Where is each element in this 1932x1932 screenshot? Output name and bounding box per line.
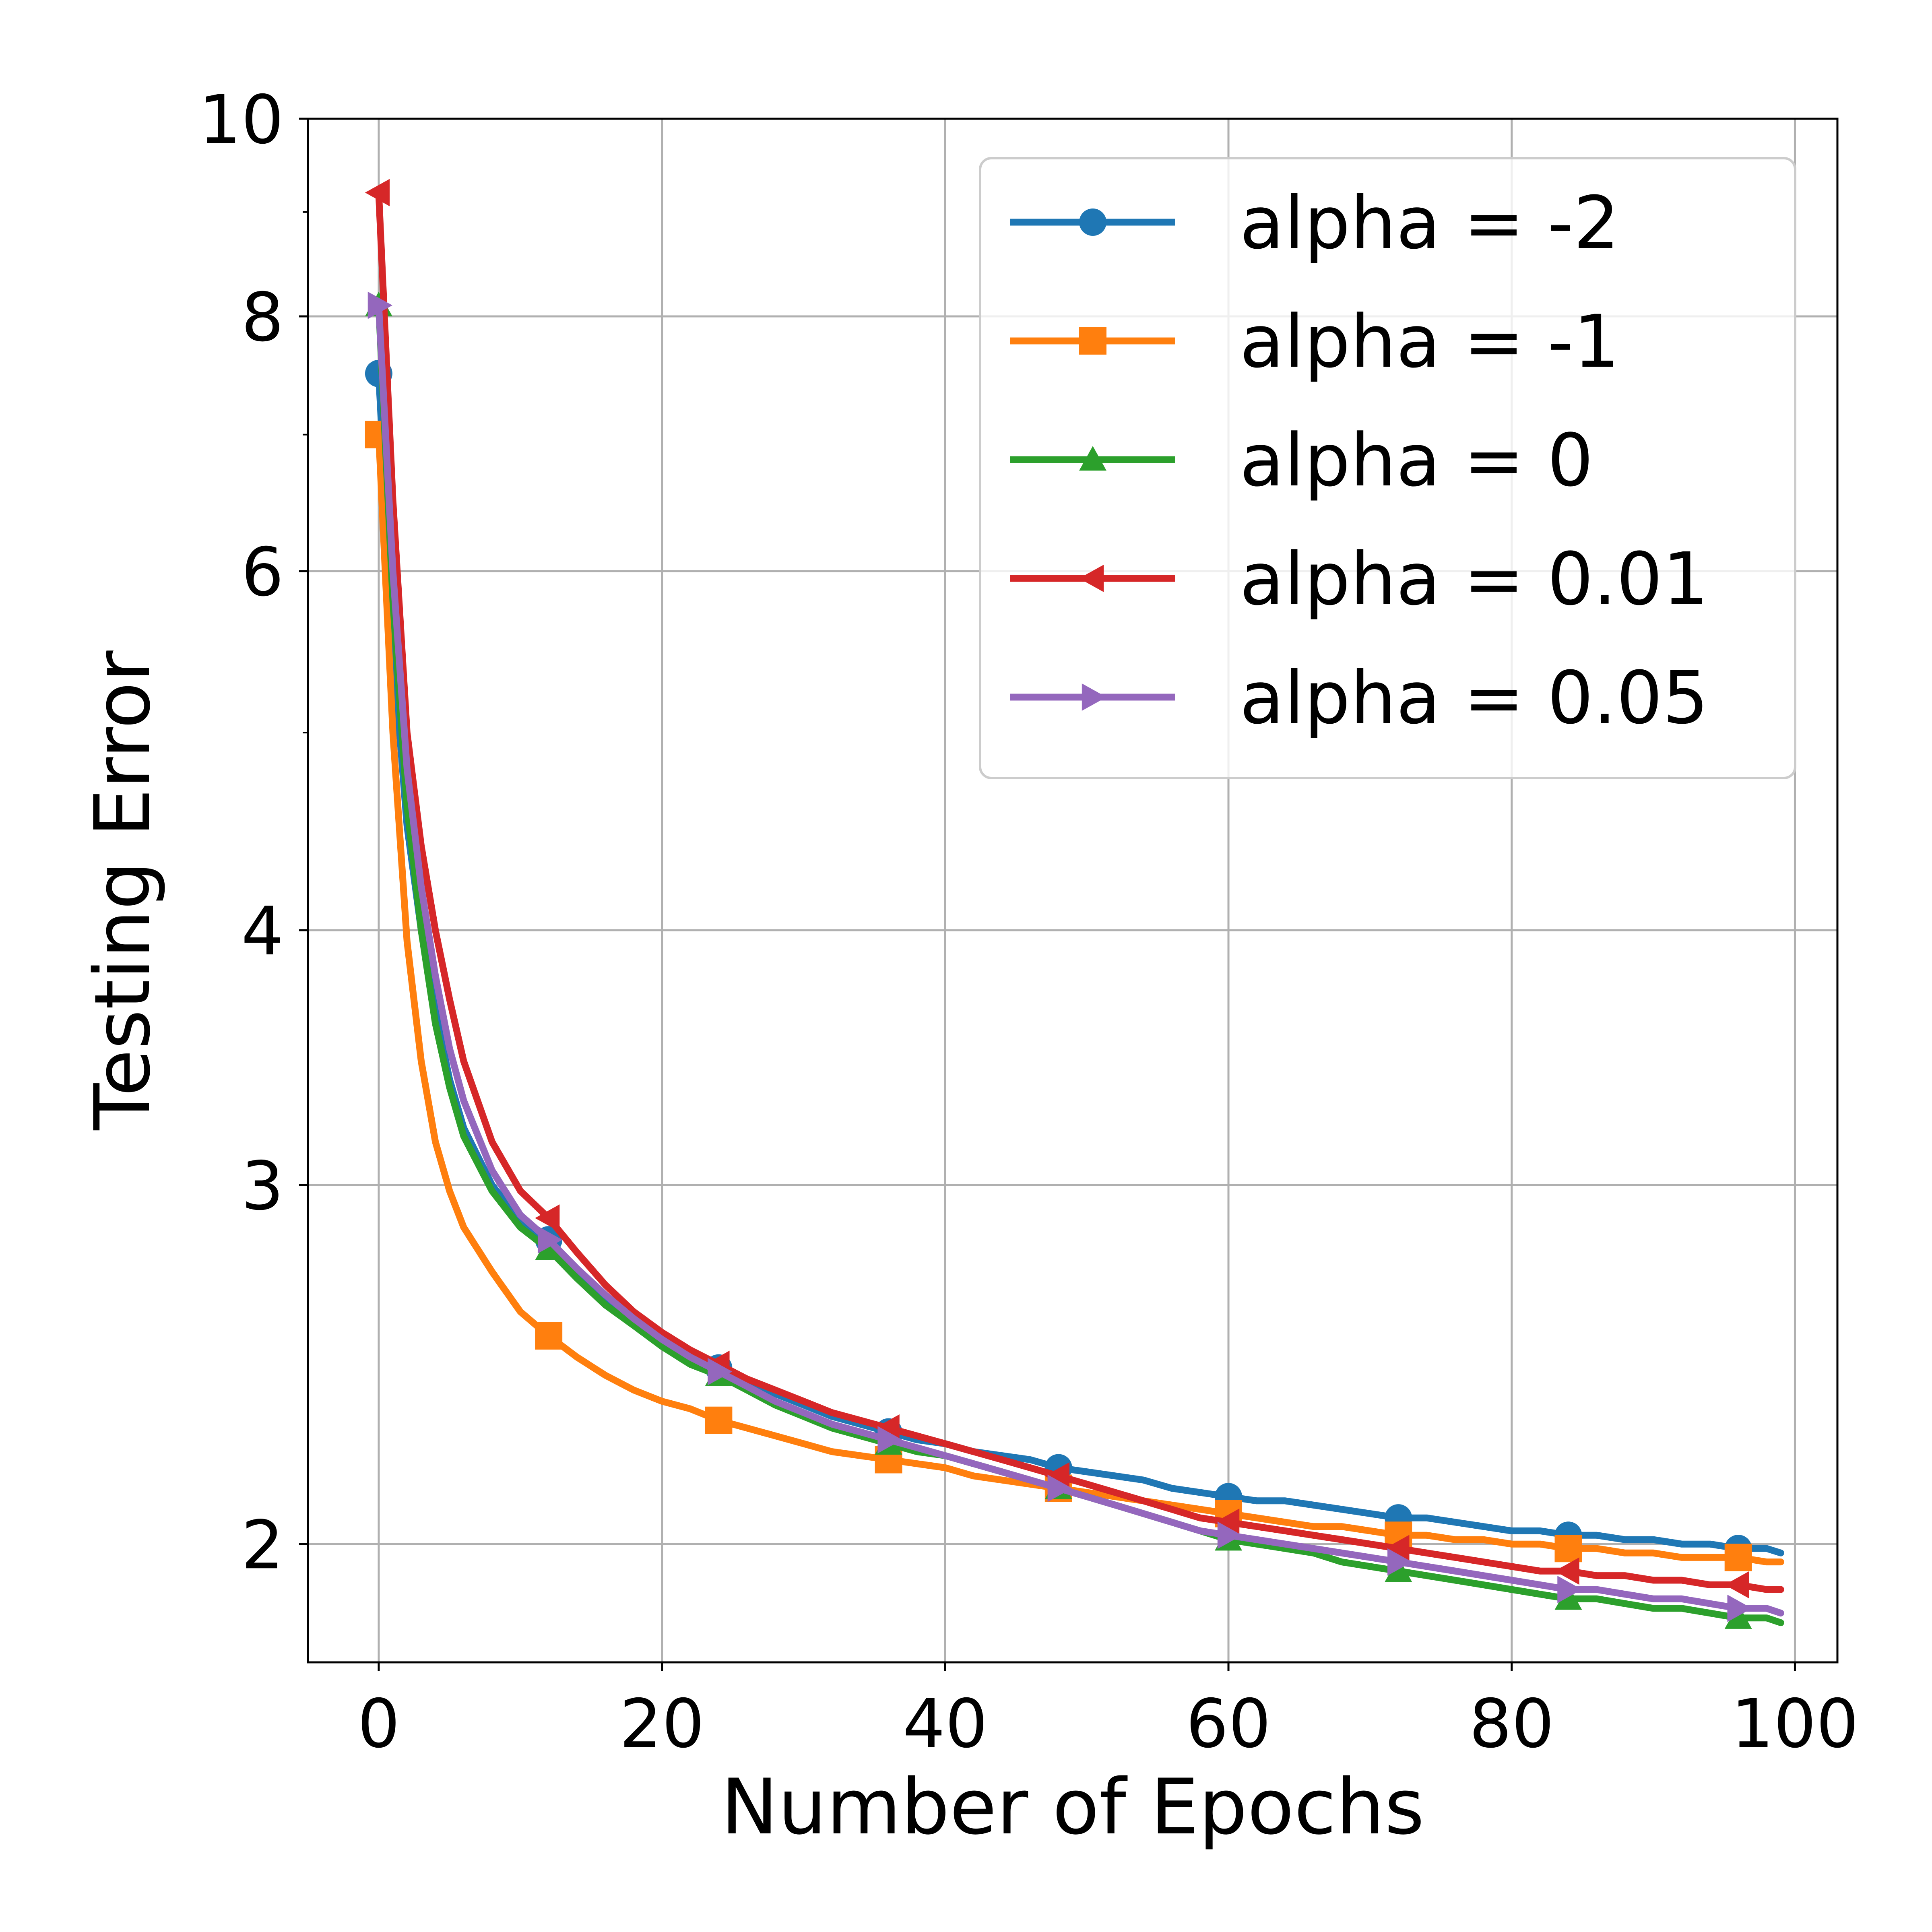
- x-tick-label: 100: [1731, 1685, 1859, 1763]
- y-tick-label: 8: [241, 279, 284, 357]
- plot-frame: [307, 118, 1839, 1664]
- series-point: [1724, 1604, 1752, 1629]
- y-axis-label: Testing Error: [78, 650, 167, 1130]
- legend-entry-1: alpha = -1: [1010, 300, 1620, 384]
- legend-entry-4: alpha = 0.05: [1010, 656, 1709, 740]
- x-tick-label: 60: [1186, 1685, 1271, 1763]
- legend-entry-0: alpha = -2: [1010, 181, 1620, 265]
- y-tick-label: 3: [241, 1148, 284, 1225]
- series-point: [1044, 1462, 1070, 1490]
- series-point: [1554, 1535, 1582, 1563]
- series-point: [1387, 1548, 1412, 1576]
- series-point: [537, 1226, 563, 1254]
- series-point: [367, 291, 392, 319]
- y-tick-label: 4: [241, 893, 284, 970]
- series-point: [1554, 1557, 1579, 1585]
- series-point: [1724, 1571, 1749, 1599]
- series-point: [1215, 1508, 1240, 1536]
- legend: alpha = -2 alpha = -1 alpha = 0 alpha = 0.0…: [979, 157, 1796, 779]
- series-layer: [365, 179, 1784, 1629]
- x-tick-label: 40: [903, 1685, 988, 1763]
- y-tick-label: 6: [241, 534, 284, 611]
- series-point: [877, 1426, 902, 1454]
- legend-marker: [1079, 446, 1106, 471]
- legend-frame: [979, 157, 1796, 779]
- x-tick-label: 80: [1469, 1685, 1554, 1763]
- x-axis-ticks: 0 20 40 60 80 100: [357, 1662, 1859, 1763]
- legend-marker: [1079, 327, 1106, 355]
- series-point: [535, 1204, 560, 1232]
- x-tick-label: 20: [619, 1685, 704, 1763]
- series-point: [1724, 1544, 1752, 1571]
- x-tick-label: 0: [357, 1685, 400, 1763]
- legend-label: alpha = 0: [1240, 419, 1593, 503]
- series-point: [535, 1322, 563, 1350]
- series-point: [1047, 1474, 1072, 1502]
- series-point: [1385, 1557, 1412, 1582]
- series-4: [367, 291, 1784, 1622]
- legend-marker: [1079, 565, 1104, 592]
- legend-entry-3: alpha = 0.01: [1010, 537, 1709, 621]
- y-tick-label: 10: [199, 81, 284, 159]
- series-point: [535, 1235, 563, 1260]
- series-point: [1727, 1594, 1752, 1622]
- series-point: [1385, 1535, 1410, 1563]
- legend-entry-2: alpha = 0: [1010, 419, 1593, 503]
- y-tick-label: 2: [241, 1507, 284, 1584]
- series-point: [1554, 1585, 1582, 1610]
- legend-entries: alpha = -2 alpha = -1 alpha = 0 alpha = 0.0…: [1010, 181, 1709, 740]
- series-point: [365, 179, 390, 206]
- legend-marker: [1079, 208, 1106, 236]
- legend-marker: [1082, 683, 1106, 711]
- series-point: [1557, 1576, 1582, 1604]
- series-point: [708, 1358, 733, 1385]
- series-point: [1217, 1521, 1243, 1549]
- legend-label: alpha = -2: [1240, 181, 1620, 265]
- series-3: [365, 179, 1784, 1599]
- legend-label: alpha = 0.05: [1240, 656, 1709, 740]
- legend-label: alpha = -1: [1240, 300, 1620, 384]
- series-point: [705, 1406, 733, 1434]
- x-axis-label: Number of Epochs: [721, 1763, 1424, 1852]
- legend-label: alpha = 0.01: [1240, 537, 1709, 621]
- y-axis-ticks: 2 3 4 6 8 10: [199, 81, 308, 1584]
